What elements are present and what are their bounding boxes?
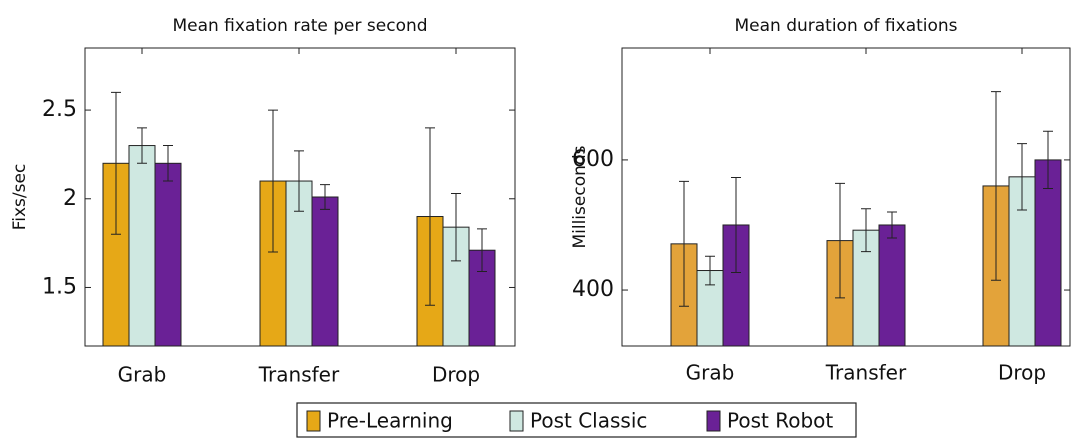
error-bar — [679, 180, 689, 307]
error-bar — [1043, 130, 1053, 190]
chart-title: Mean fixation rate per second — [172, 16, 427, 36]
legend-label: Pre-Learning — [327, 409, 453, 433]
error-bar — [425, 127, 435, 306]
legend-label: Post Classic — [530, 409, 647, 433]
error-bar — [861, 208, 871, 253]
y-axis-label: Milliseconds — [570, 145, 590, 248]
error-bar — [477, 228, 487, 272]
bar — [878, 224, 906, 347]
y-tick-label: 2 — [63, 186, 77, 211]
legend-label: Post Robot — [727, 409, 833, 433]
x-tick-label: Drop — [432, 363, 480, 387]
y-axis-label: Fixs/sec — [10, 164, 30, 231]
legend-swatch — [306, 410, 321, 432]
error-bar — [835, 182, 845, 299]
error-bar — [268, 109, 278, 253]
chart-title: Mean duration of fixations — [734, 16, 957, 36]
x-tick-label: Grab — [686, 361, 735, 385]
error-bar — [111, 91, 121, 235]
error-bar — [451, 192, 461, 262]
legend-swatch — [509, 410, 524, 432]
legend-box — [296, 402, 857, 438]
y-tick-label: 600 — [572, 147, 614, 172]
y-tick-label: 400 — [572, 277, 614, 302]
error-bar — [1017, 143, 1027, 211]
y-tick-label: 2.5 — [42, 97, 77, 122]
error-bar — [137, 127, 147, 164]
x-tick-label: Transfer — [258, 363, 340, 387]
bar — [311, 196, 339, 347]
legend: Pre-Learning Post Classic Post Robot — [296, 402, 857, 438]
error-bar — [320, 184, 330, 210]
error-bar — [731, 176, 741, 273]
error-bar — [887, 211, 897, 239]
error-bar — [991, 91, 1001, 281]
error-bar — [163, 145, 173, 182]
bar — [128, 145, 156, 347]
y-tick-label: 1.5 — [42, 274, 77, 299]
bar — [154, 162, 182, 347]
error-bar — [705, 255, 715, 286]
error-bar — [294, 150, 304, 212]
x-tick-label: Grab — [118, 363, 167, 387]
x-tick-label: Transfer — [825, 361, 907, 385]
x-tick-label: Drop — [998, 361, 1046, 385]
legend-swatch — [706, 410, 721, 432]
